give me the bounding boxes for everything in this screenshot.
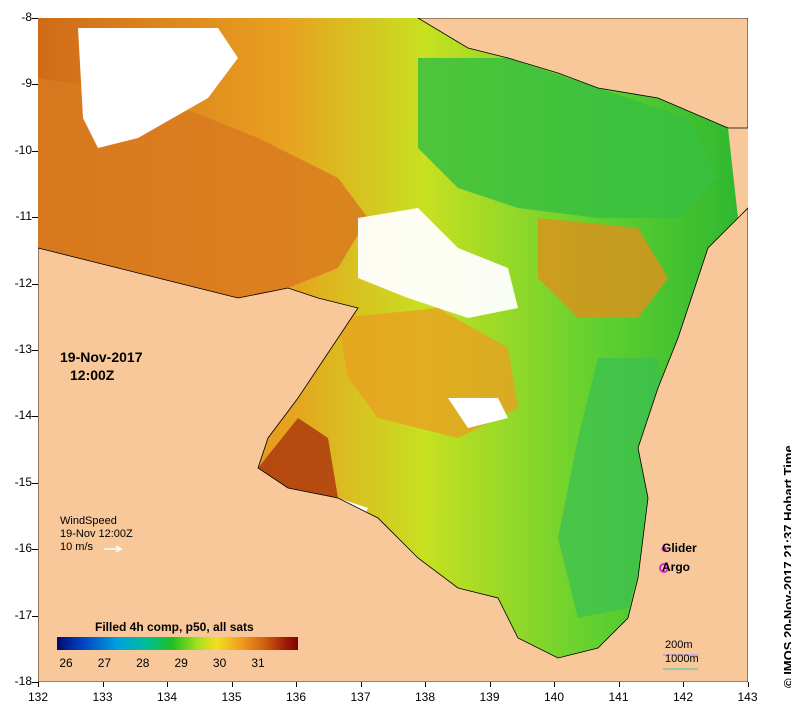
y-tick-mark <box>32 350 38 351</box>
x-tick-mark <box>683 682 684 687</box>
x-tick-mark <box>231 682 233 687</box>
x-tick-mark <box>554 682 555 687</box>
y-tick-mark <box>32 549 38 551</box>
date-label: 19-Nov-2017 12:00Z <box>60 348 143 384</box>
wind-legend: WindSpeed 19-Nov 12:00Z 10 m/s <box>60 515 133 554</box>
y-tick-mark <box>32 482 38 484</box>
y-tick-label: -16 <box>14 541 32 556</box>
colorbar-tick-label: 26 <box>59 656 73 670</box>
time-text: 12:00Z <box>70 367 115 383</box>
y-tick-mark <box>32 682 38 683</box>
cloud-2 <box>358 208 518 318</box>
x-tick-mark <box>296 682 297 687</box>
credit-label: © IMOS 20-Nov-2017 21:37 Hobart Time <box>781 445 791 688</box>
y-tick-mark <box>32 150 38 152</box>
hot-coast-sw <box>258 418 338 498</box>
x-tick-label: 136 <box>285 690 307 704</box>
land-west <box>38 207 748 682</box>
colorbar-tick-label: 27 <box>97 656 112 670</box>
y-tick-label: -14 <box>14 408 32 423</box>
colorbar <box>57 637 298 650</box>
x-tick-label: 138 <box>414 690 436 704</box>
x-tick-mark <box>425 682 426 687</box>
colorbar-tick-label: 31 <box>251 656 265 670</box>
x-tick-label: 134 <box>156 690 178 704</box>
x-tick-mark <box>360 682 362 687</box>
x-tick-label: 139 <box>479 690 500 704</box>
y-tick-label: -11 <box>15 209 32 224</box>
argo-marker <box>659 563 669 573</box>
x-tick-label: 141 <box>608 690 629 704</box>
glider-label: Glider <box>662 541 697 555</box>
y-tick-label: -8 <box>21 10 32 24</box>
x-tick-label: 132 <box>27 690 49 704</box>
cool-patch-north <box>418 58 718 218</box>
y-tick-mark <box>32 217 38 219</box>
y-tick-label: -9 <box>21 76 32 91</box>
x-tick-label: 133 <box>92 690 113 704</box>
colorbar-tick-label: 30 <box>212 656 227 670</box>
y-tick-label: -13 <box>14 342 32 356</box>
x-tick-label: 143 <box>737 690 758 704</box>
y-tick-mark <box>32 84 38 86</box>
x-tick-label: 137 <box>350 690 371 704</box>
contour-200-label: 200m <box>665 639 693 651</box>
map-frame[interactable] <box>38 18 748 682</box>
y-tick-mark <box>32 615 38 617</box>
cloud-3 <box>448 398 508 428</box>
x-tick-mark <box>38 682 39 687</box>
x-tick-label: 140 <box>543 690 565 704</box>
wind-title: WindSpeed <box>60 515 117 527</box>
x-tick-mark <box>489 682 491 687</box>
y-tick-mark <box>32 283 38 285</box>
y-tick-label: -17 <box>14 607 32 622</box>
y-tick-label: -12 <box>14 275 32 290</box>
glider-marker <box>661 546 667 552</box>
x-tick-mark <box>618 682 620 687</box>
x-tick-mark <box>747 682 749 687</box>
y-tick-label: -10 <box>14 142 32 157</box>
y-tick-mark <box>32 18 38 19</box>
y-tick-label: -15 <box>14 474 32 489</box>
y-tick-label: -18 <box>14 674 32 688</box>
colorbar-title: Filled 4h comp, p50, all sats <box>95 620 254 634</box>
argo-label: Argo <box>662 560 690 574</box>
contour-1000-label: 1000m <box>665 653 699 665</box>
land-north <box>417 18 748 129</box>
x-tick-label: 135 <box>221 690 242 704</box>
y-tick-mark <box>32 416 38 418</box>
cool-patch-east <box>558 358 668 618</box>
colorbar-tick-label: 29 <box>174 656 188 670</box>
x-tick-mark <box>102 682 104 687</box>
warm-east <box>538 218 668 318</box>
cloud-1 <box>78 28 238 148</box>
wind-ref: 10 m/s <box>60 541 94 553</box>
wind-time: 19-Nov 12:00Z <box>60 528 133 540</box>
date-text: 19-Nov-2017 <box>60 349 143 365</box>
x-tick-label: 142 <box>672 690 694 704</box>
sst-map <box>38 18 748 682</box>
x-tick-mark <box>167 682 168 687</box>
colorbar-tick-label: 28 <box>136 656 150 670</box>
